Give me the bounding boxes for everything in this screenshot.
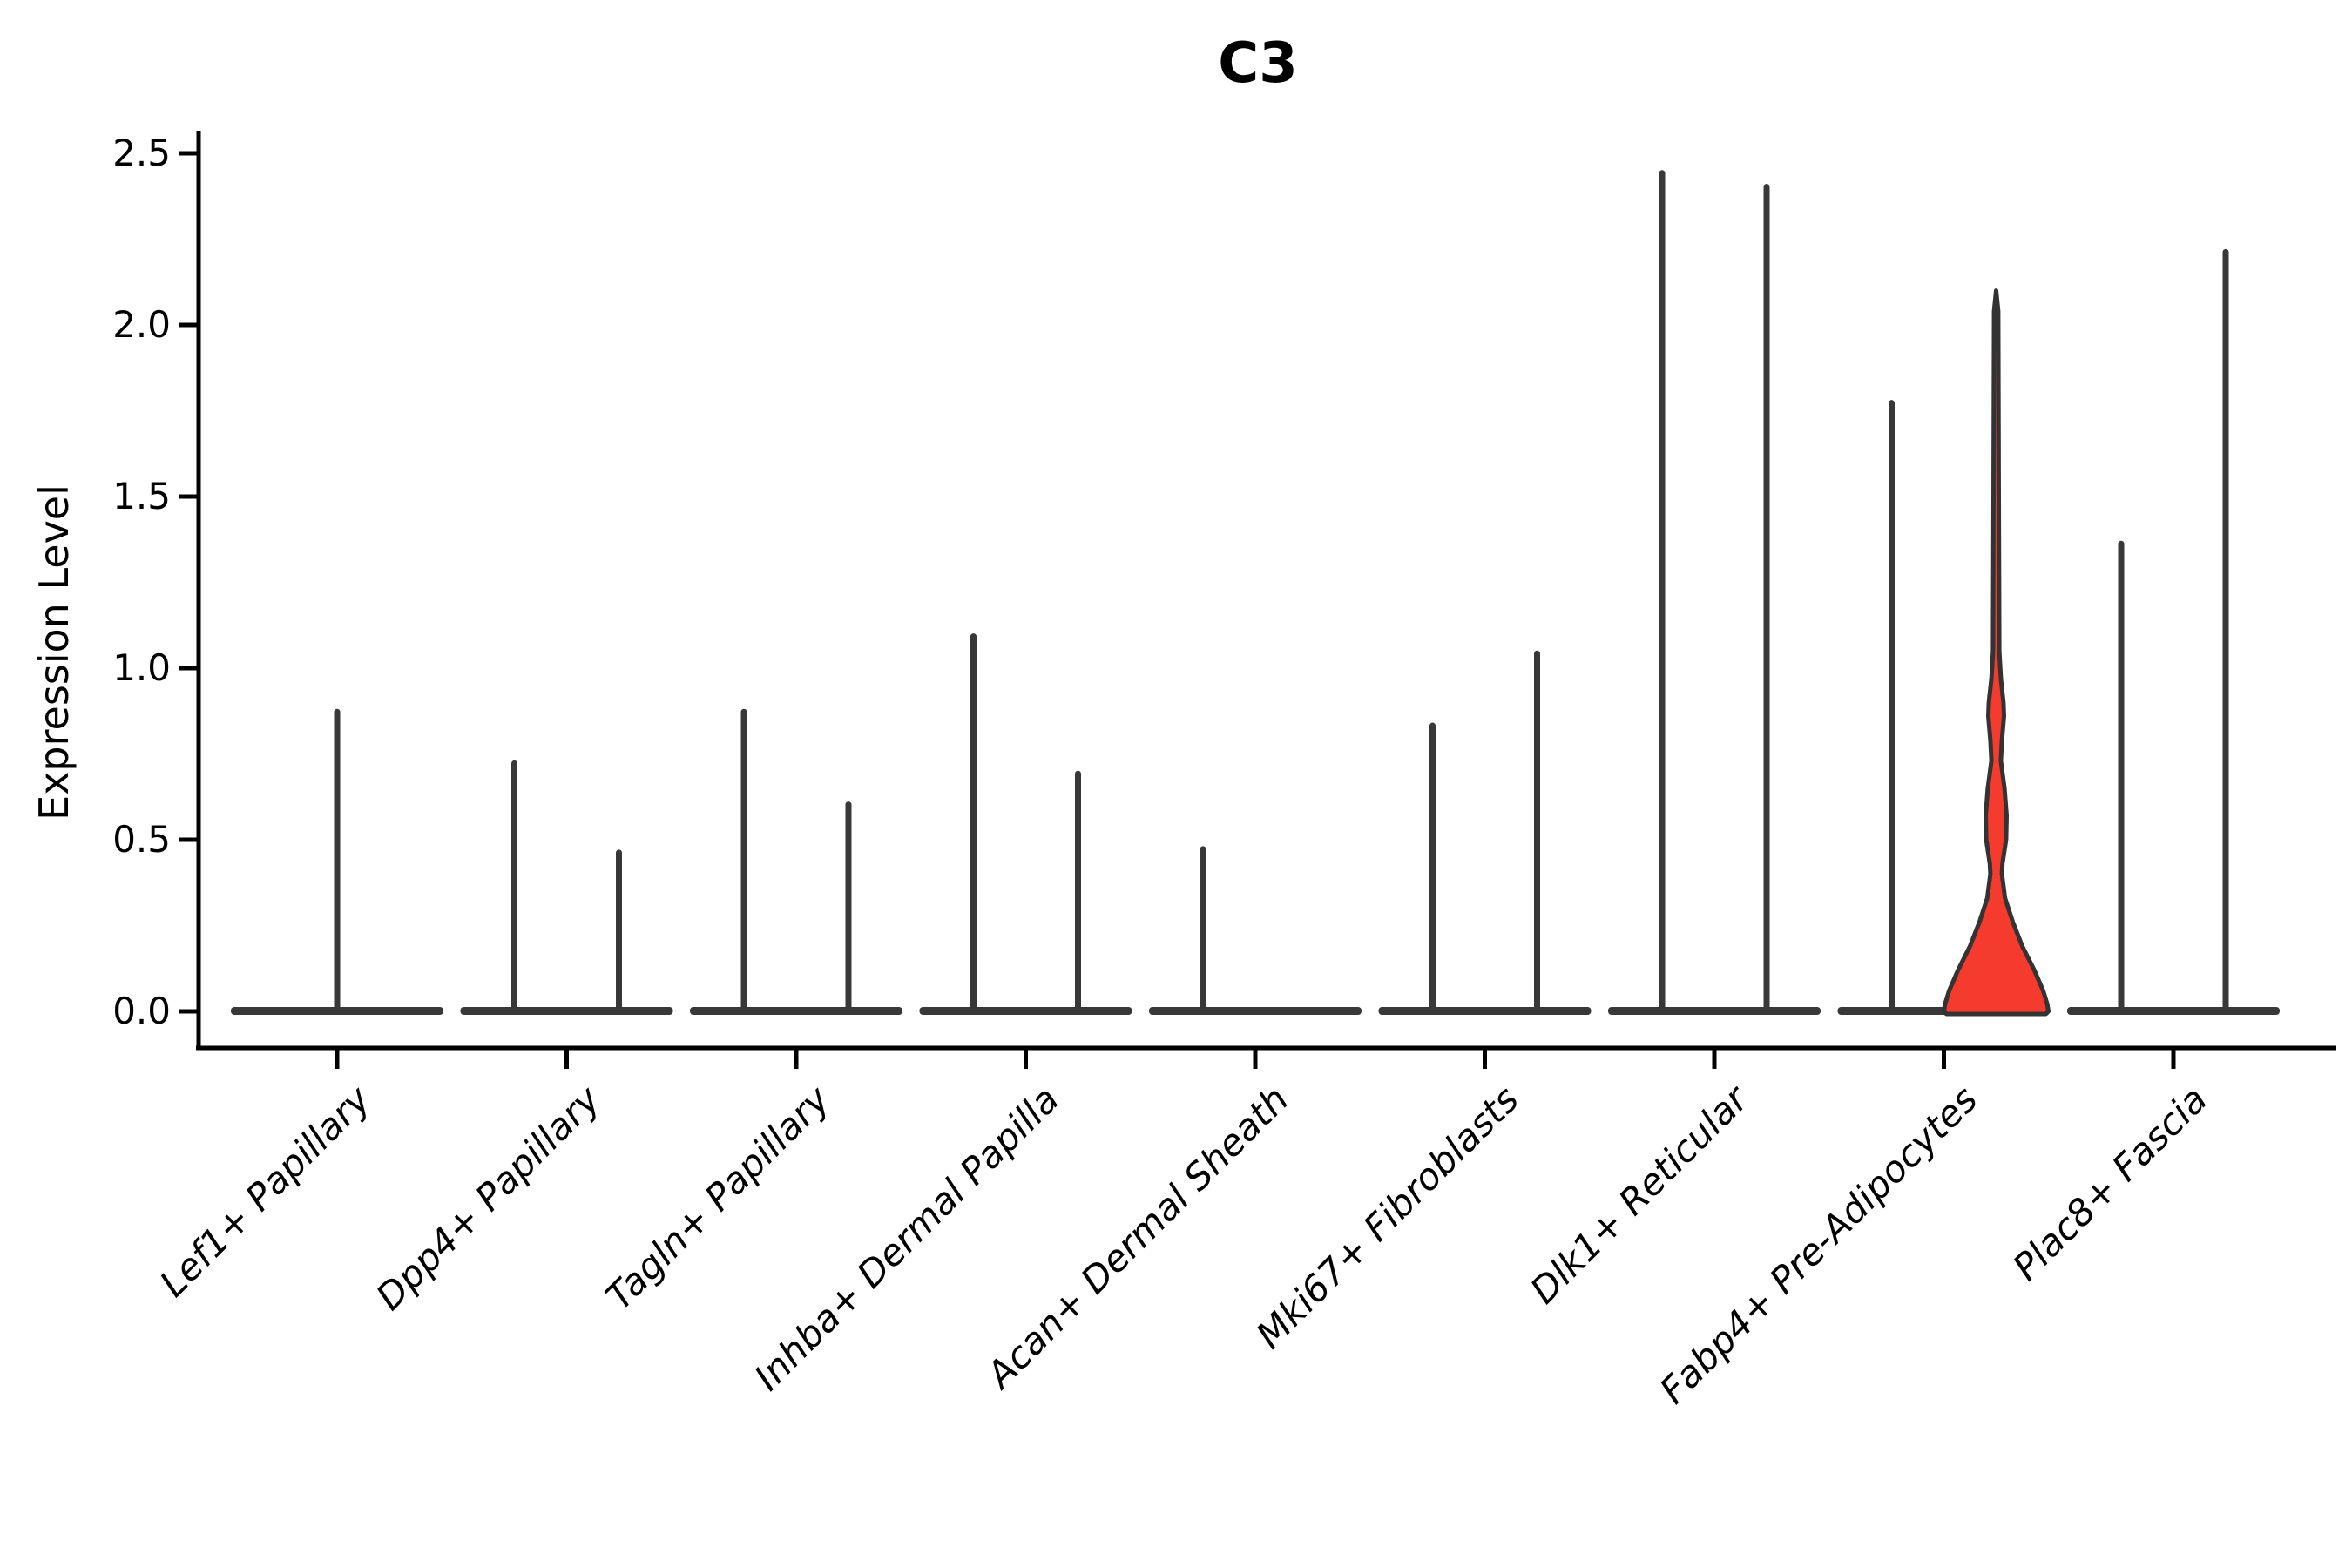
- violin-base: [1149, 1007, 1362, 1015]
- violin-base: [460, 1007, 673, 1015]
- y-tick-label: 2.0: [112, 303, 171, 346]
- violin-base: [919, 1007, 1132, 1015]
- highlight-violin: [1942, 288, 2051, 1017]
- y-tick-label: 1.5: [112, 475, 171, 517]
- y-tick-label: 1.0: [112, 646, 171, 689]
- chart-title: C3: [1218, 31, 1298, 96]
- y-tick-label: 2.5: [112, 132, 171, 174]
- violin-base: [2067, 1007, 2280, 1015]
- violin-base: [690, 1007, 902, 1015]
- y-tick-label: 0.5: [112, 818, 171, 861]
- violin-base: [1378, 1007, 1592, 1015]
- y-axis-label: Expression Level: [30, 484, 78, 821]
- violin-base: [1608, 1007, 1821, 1015]
- y-tick-label: 0.0: [112, 990, 171, 1032]
